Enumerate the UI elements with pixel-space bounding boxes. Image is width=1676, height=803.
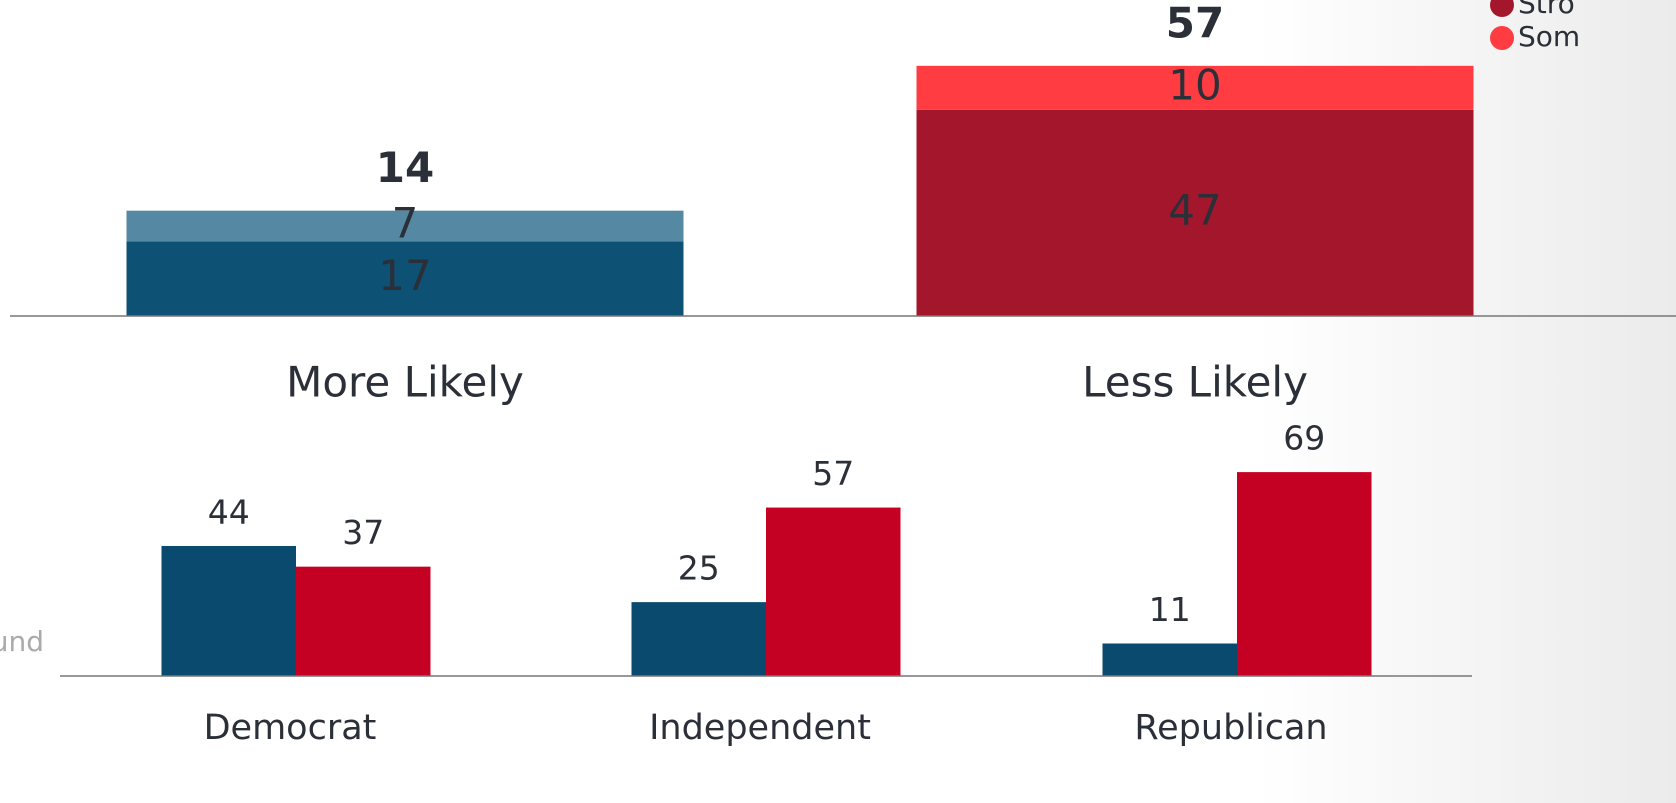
total-label: 57	[1166, 0, 1224, 47]
bar	[766, 507, 901, 676]
value-label: 44	[208, 492, 250, 531]
legend-label: Som	[1518, 20, 1580, 53]
segment-label: 17	[378, 251, 431, 300]
value-label: 57	[812, 454, 854, 493]
segment-label: 7	[392, 199, 419, 248]
bar	[1237, 472, 1372, 676]
bar	[631, 602, 766, 676]
bar-segment	[916, 109, 1474, 316]
category-label: Republican	[1134, 708, 1327, 748]
bar	[161, 545, 296, 676]
bar-segment	[126, 241, 684, 316]
bar	[1102, 643, 1237, 676]
value-label: 37	[342, 513, 384, 552]
legend-swatch	[1490, 0, 1514, 17]
bar	[296, 566, 431, 676]
legend-label: Stro	[1518, 0, 1575, 20]
legend-swatch	[1490, 26, 1514, 50]
category-label: Democrat	[204, 708, 377, 748]
side-text: und	[0, 625, 44, 658]
segment-label: 47	[1168, 185, 1221, 234]
total-label: 14	[376, 143, 434, 192]
value-label: 25	[678, 549, 720, 588]
value-label: 11	[1149, 590, 1191, 629]
category-label: Less Likely	[1082, 358, 1308, 407]
bar-segment	[126, 210, 684, 242]
category-label: Independent	[649, 708, 871, 748]
category-label: More Likely	[286, 358, 524, 407]
value-label: 69	[1283, 419, 1325, 458]
segment-label: 10	[1168, 60, 1221, 109]
bar-segment	[916, 65, 1474, 110]
